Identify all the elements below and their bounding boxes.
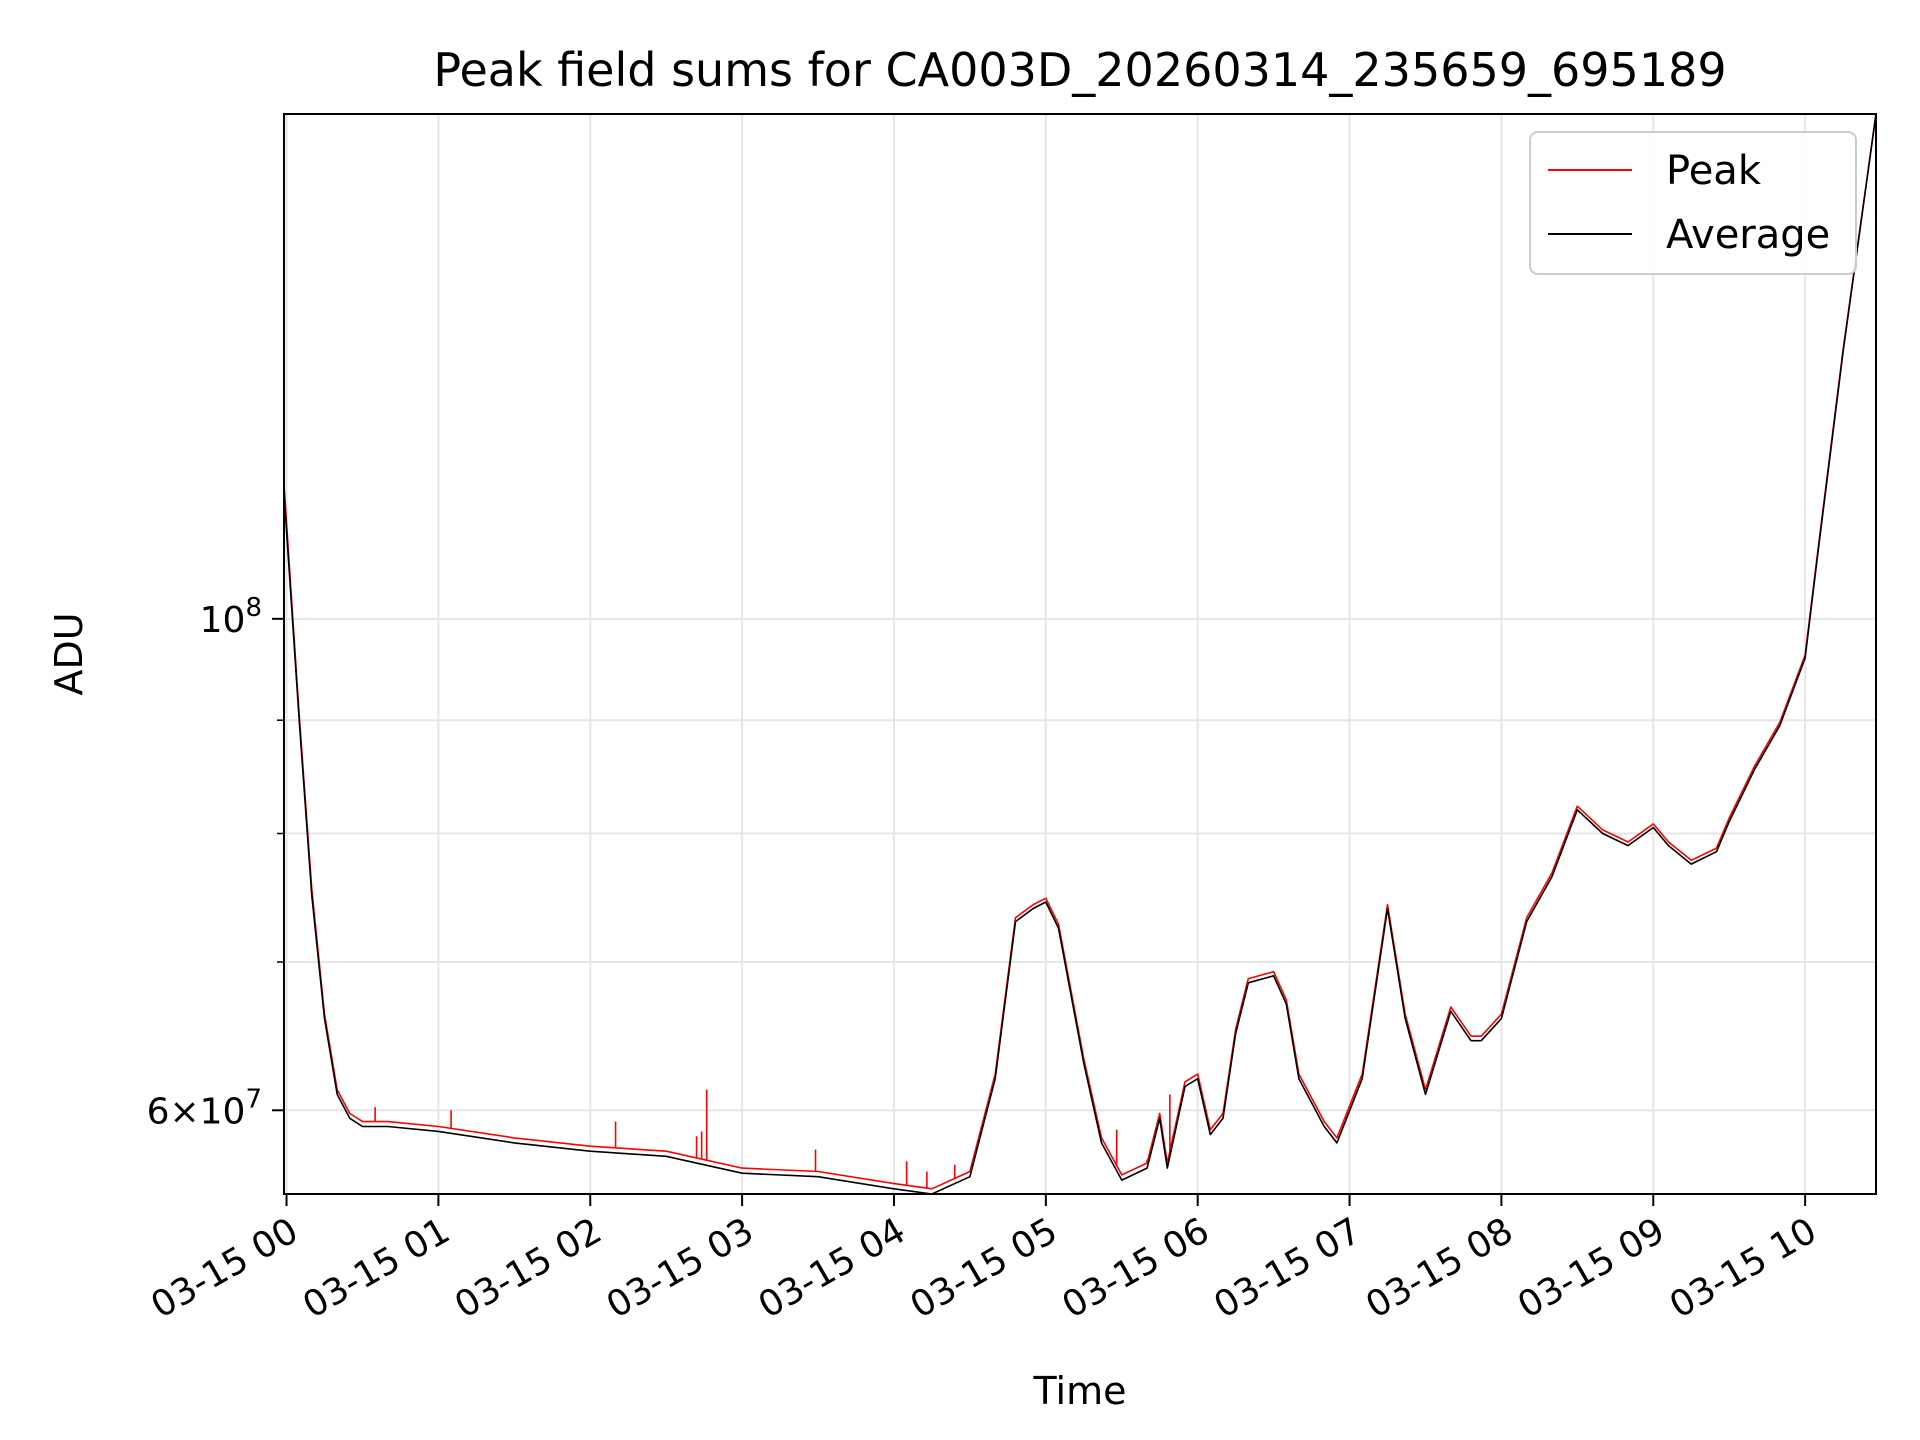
chart-title: Peak field sums for CA003D_20260314_2356… bbox=[433, 43, 1726, 97]
y-tick-label: 6×107 bbox=[147, 1084, 262, 1132]
legend-box bbox=[1529, 131, 1857, 275]
plot-series bbox=[284, 114, 1876, 1194]
legend-label-average: Average bbox=[1666, 212, 1830, 258]
y-axis-title: ADU bbox=[47, 612, 91, 695]
series-line-average bbox=[284, 114, 1876, 1194]
legend-label-peak: Peak bbox=[1666, 148, 1762, 194]
y-tick-label: 108 bbox=[200, 593, 262, 641]
y-axis: 108 6×107 bbox=[147, 593, 284, 1132]
x-axis-title: Time bbox=[1033, 1369, 1127, 1413]
legend: Peak Average bbox=[1529, 131, 1857, 275]
plot-frame bbox=[283, 113, 1877, 1195]
